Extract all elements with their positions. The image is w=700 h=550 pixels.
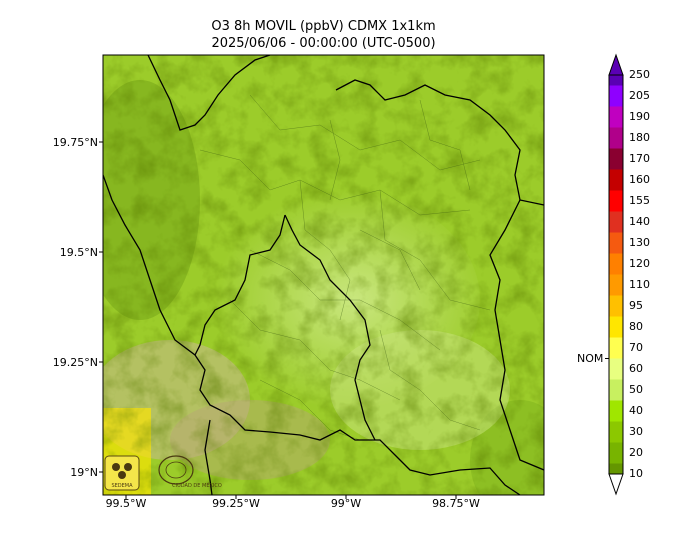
colorbar-segment [609,295,623,317]
colorbar-segment [609,127,623,149]
lon-label: 99.25°W [212,497,260,510]
colorbar-segment [609,274,623,296]
colorbar-tick-label: 130 [629,236,650,249]
lat-label: 19.25°N [52,356,98,369]
colorbar-tick-label: 110 [629,278,650,291]
colorbar-tick-label: 140 [629,215,650,228]
colorbar-tick-label: 60 [629,362,643,375]
colorbar-segment [609,316,623,338]
colorbar-tick-label: 10 [629,467,643,480]
colorbar-frame [608,74,624,475]
colorbar-tick-label: 70 [629,341,643,354]
colorbar-tick-label: 190 [629,110,650,123]
map-area: SEDEMA CIUDAD DE MÉXICO [103,55,544,495]
svg-text:CIUDAD DE MÉXICO: CIUDAD DE MÉXICO [172,481,222,489]
colorbar-tick-label: 250 [629,68,650,81]
lat-label: 19°N [70,466,98,479]
state-boundaries [103,55,544,495]
colorbar-segment [609,75,623,86]
colorbar-segment [609,85,623,107]
colorbar-segment [609,211,623,233]
axis-ticks [99,141,457,499]
lat-label: 19.5°N [59,246,98,259]
colorbar-max-arrow [608,53,624,76]
colorbar-tick-label: 160 [629,173,650,186]
cdmx-logo: CIUDAD DE MÉXICO [158,455,222,489]
map-subtitle: 2025/06/06 - 00:00:00 (UTC-0500) [211,36,436,51]
colorbar-min-arrow [608,473,624,496]
colorbar-tick-label: 95 [629,299,643,312]
nom-label: NOM [577,352,604,365]
colorbar-tick-label: 30 [629,425,643,438]
sedema-logo: SEDEMA [104,455,140,491]
colorbar-tick-label: 180 [629,131,650,144]
colorbar-segment [609,379,623,401]
colorbar-tick-label: 40 [629,404,643,417]
lon-label: 99.5°W [105,497,147,510]
municipal-boundaries [199,94,491,441]
colorbar-tick-label: 20 [629,446,643,459]
colorbar-tick-label: 120 [629,257,650,270]
colorbar-segment [609,106,623,128]
colorbar-segment [609,337,623,359]
map-frame [102,54,545,496]
lat-label: 19.75°N [52,136,98,149]
colorbar-tick-label: 170 [629,152,650,165]
colorbar-segment [609,442,623,464]
colorbar-segment [609,463,623,474]
colorbar-segment [609,400,623,422]
map-title: O3 8h MOVIL (ppbV) CDMX 1x1km [211,19,436,34]
lon-label: 98.75°W [432,497,480,510]
colorbar-tick-label: 155 [629,194,650,207]
lon-label: 99°W [330,497,362,510]
colorbar-tick-label: 80 [629,320,643,333]
colorbar-tick-label: 205 [629,89,650,102]
colorbar-segment [609,421,623,443]
colorbar-tick-label: 50 [629,383,643,396]
colorbar-segment [609,232,623,254]
colorbar-segment [609,148,623,170]
colorbar-segment [609,253,623,275]
colorbar-segment [609,358,623,380]
colorbar-segment [609,169,623,191]
svg-text:SEDEMA: SEDEMA [111,483,133,489]
colorbar-segment [609,190,623,212]
